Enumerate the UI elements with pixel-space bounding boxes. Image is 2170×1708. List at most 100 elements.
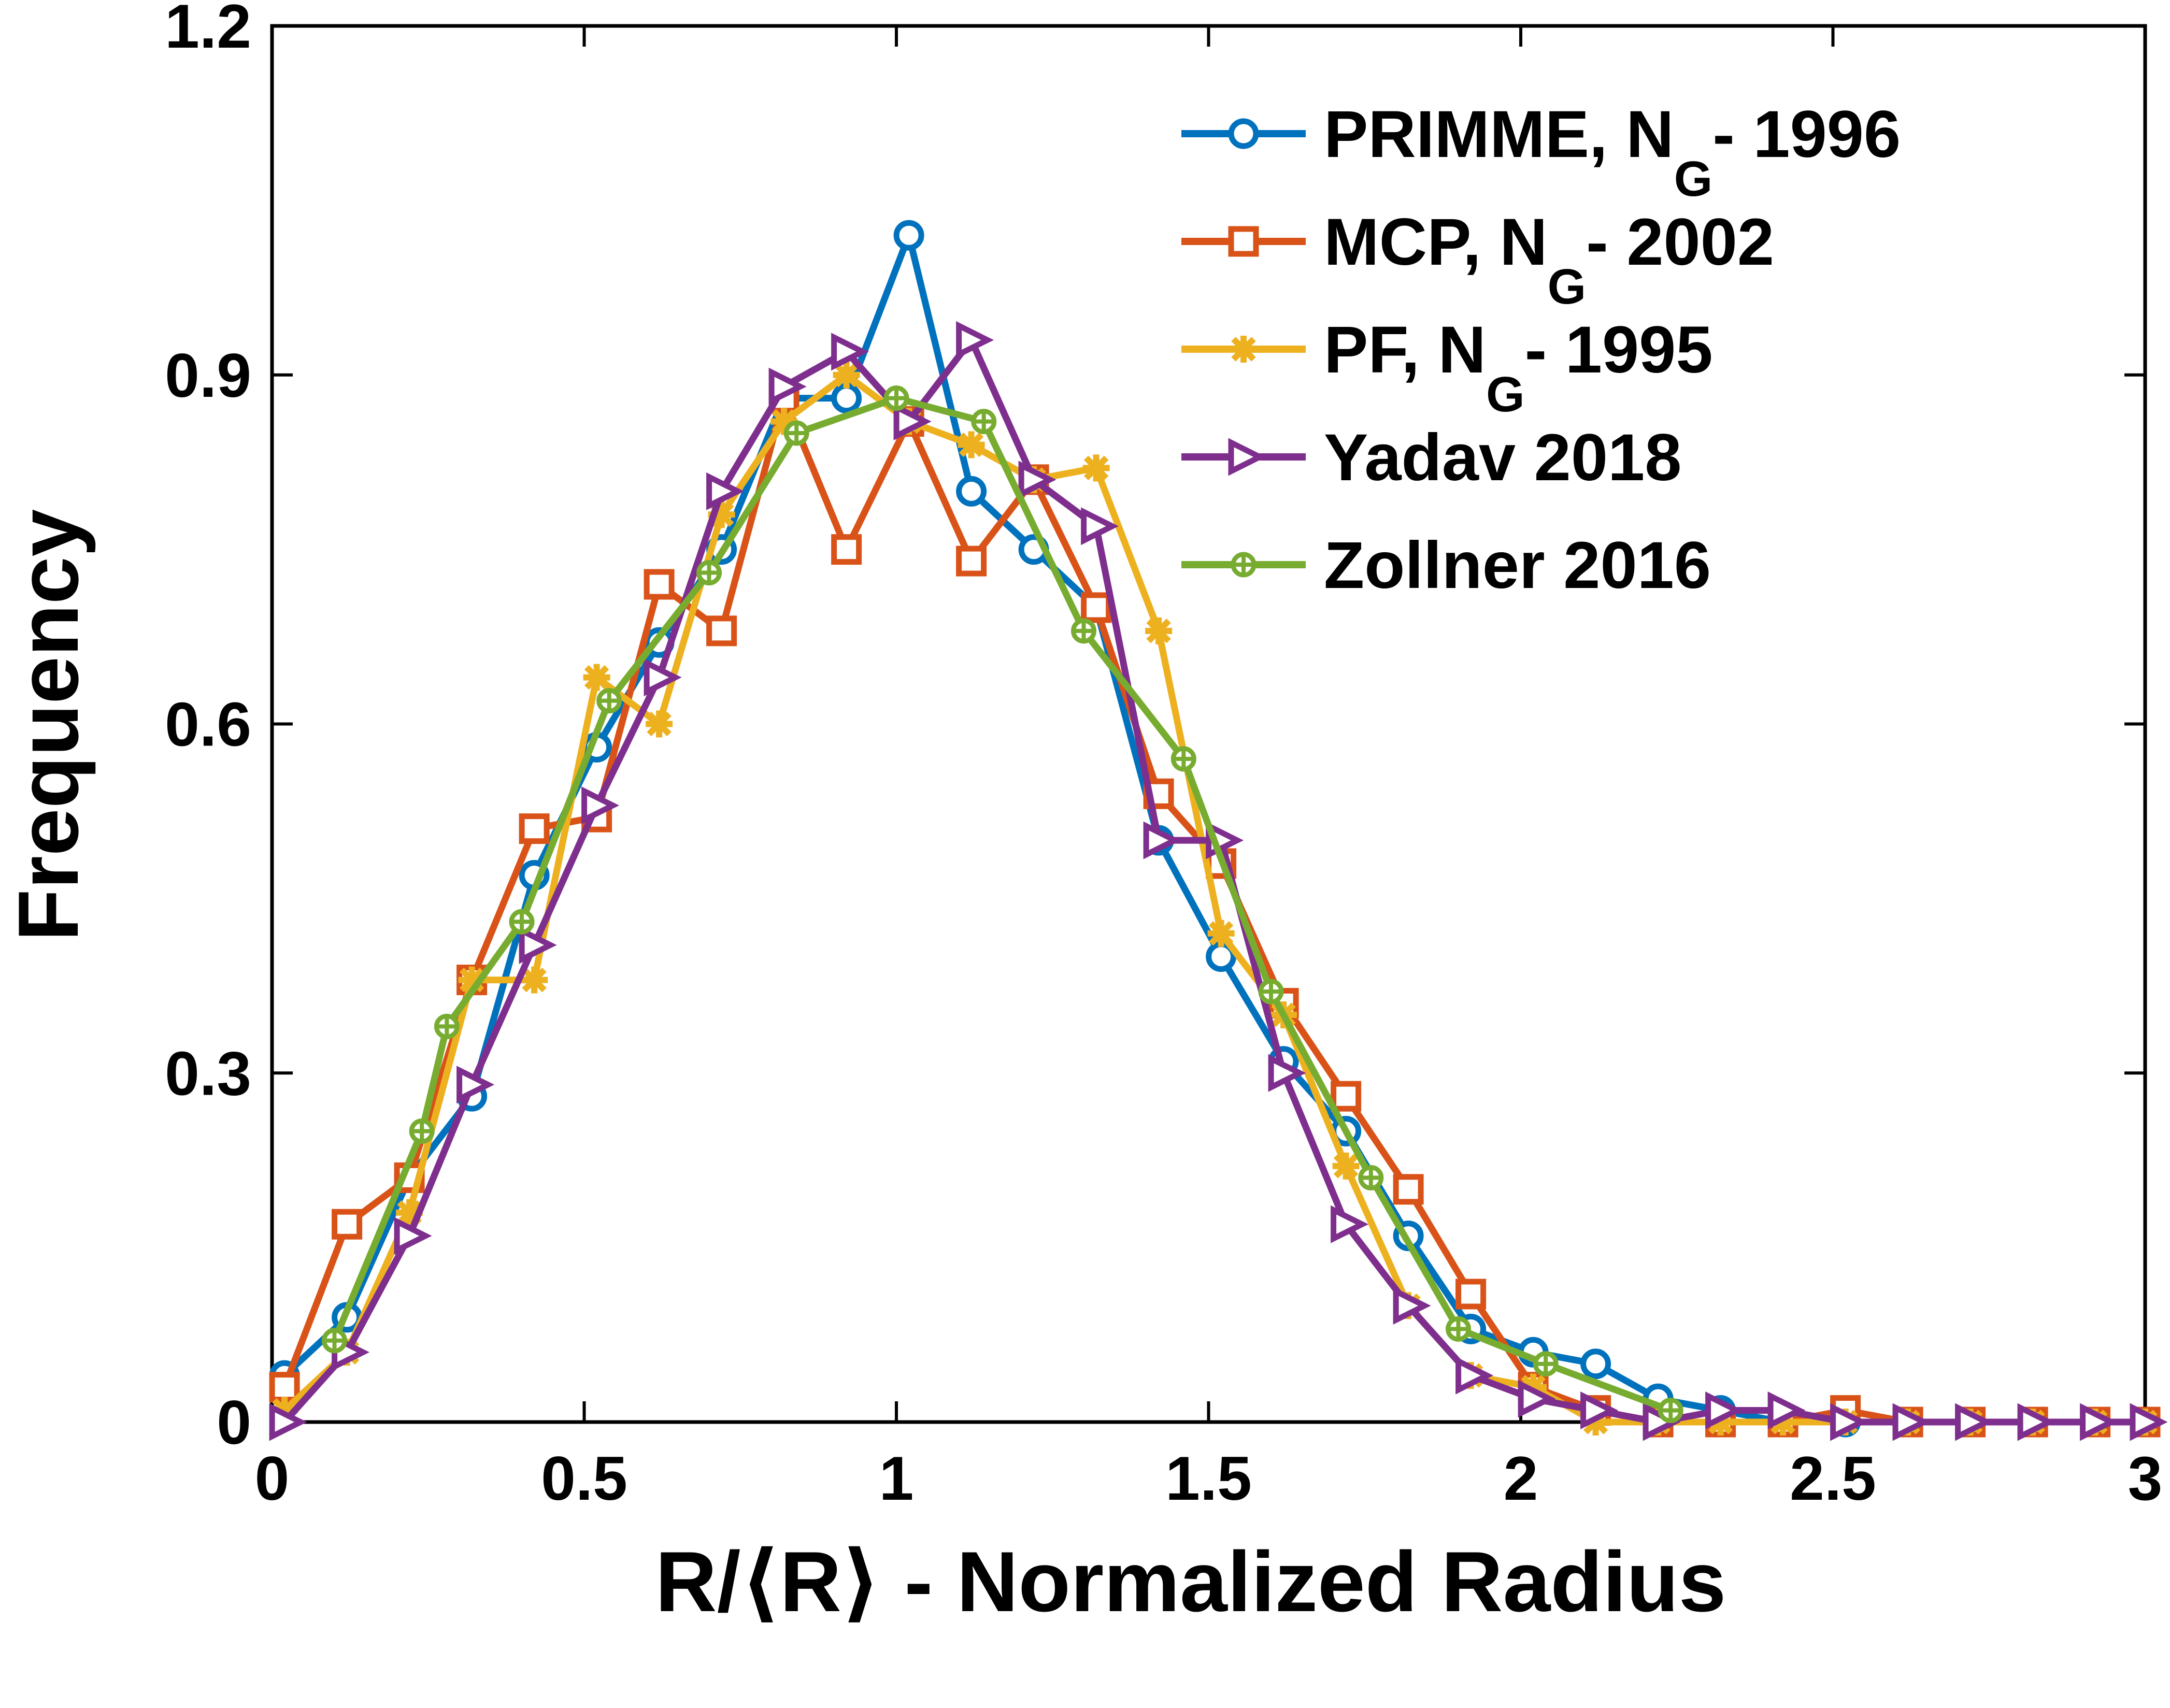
data-point [521, 966, 548, 994]
data-point [706, 472, 745, 510]
data-point [893, 220, 924, 251]
data-point [1518, 1380, 1556, 1418]
legend-label-subscript: G [1674, 151, 1713, 207]
data-point [831, 383, 862, 414]
legend-label-main: MCP, N [1324, 205, 1548, 279]
data-point [831, 534, 862, 565]
data-point [596, 688, 622, 714]
y-tick-label: 0.6 [165, 690, 251, 759]
data-point [332, 1209, 363, 1240]
data-point [394, 1217, 432, 1255]
legend-label-tail: - 1996 [1712, 97, 1901, 171]
data-point [1705, 1391, 1744, 1430]
data-point [696, 560, 722, 586]
y-tick-label: 1.2 [165, 0, 251, 61]
data-point [1258, 979, 1284, 1004]
data-point [509, 909, 535, 935]
legend-swatch-marker [1228, 118, 1259, 149]
x-tick-label: 0.5 [541, 1444, 627, 1513]
data-point [1455, 1356, 1494, 1395]
data-point [1830, 1403, 1868, 1441]
data-point [1143, 821, 1181, 859]
legend-swatch-marker [1228, 226, 1259, 257]
x-tick-label: 2 [1504, 1444, 1538, 1513]
y-tick-label: 0.9 [165, 341, 251, 410]
data-point [1455, 1279, 1487, 1310]
data-point [893, 403, 932, 441]
legend-label: MCP, NG- 2002 [1324, 205, 1774, 314]
y-tick-label: 0 [217, 1388, 251, 1457]
x-axis-title: R/⟨R⟩ - Normalized Radius [655, 1534, 1726, 1629]
series-line [331, 395, 1672, 1414]
series-line [282, 336, 2145, 1426]
data-point [644, 569, 675, 600]
data-point [1580, 1348, 1611, 1380]
data-point [883, 385, 909, 411]
legend-label-subscript: G [1548, 259, 1587, 314]
data-point [581, 786, 620, 825]
data-point [958, 431, 985, 458]
data-point [409, 1118, 435, 1144]
legend-label-main: PRIMME, N [1324, 97, 1674, 171]
legend-entry: PF, NG- 1995 [1181, 313, 1713, 422]
legend-entry: MCP, NG- 2002 [1181, 205, 1774, 314]
data-point [956, 546, 987, 577]
data-point [1955, 1403, 1993, 1441]
legend-label-main: PF, N [1324, 313, 1486, 387]
x-tick-label: 3 [2128, 1444, 2163, 1513]
legend-swatch-marker [1230, 336, 1257, 363]
data-point [1658, 1398, 1683, 1424]
data-point [768, 367, 807, 406]
x-tick-label: 0 [255, 1444, 290, 1513]
legend-label: Zollner 2016 [1324, 528, 1711, 602]
data-point [1446, 1316, 1471, 1342]
y-tick-label: 0.3 [165, 1039, 251, 1108]
x-tick-label: 1.5 [1165, 1444, 1252, 1513]
legend-swatch-marker [1228, 438, 1266, 476]
data-point [1331, 1205, 1369, 1243]
data-point [956, 321, 994, 359]
legend-entry: PRIMME, NG- 1996 [1181, 97, 1901, 207]
data-point [1170, 746, 1196, 772]
data-point [434, 1013, 460, 1039]
data-point [519, 926, 557, 964]
data-point [1533, 1351, 1559, 1377]
x-tick-label: 2.5 [1790, 1444, 1876, 1513]
data-point [322, 1328, 347, 1354]
y-axis-title: Frequency [1, 509, 96, 941]
data-point [1207, 920, 1235, 947]
data-point [1331, 1081, 1362, 1112]
data-point [1018, 461, 1057, 499]
legend-label-tail: - 1995 [1525, 313, 1713, 387]
data-point [783, 420, 809, 446]
series-line [282, 371, 2145, 1426]
data-point [644, 658, 682, 697]
data-point [269, 1403, 307, 1441]
data-point [1081, 507, 1119, 546]
data-point [646, 710, 673, 738]
data-point [706, 615, 737, 647]
legend-label: PRIMME, NG- 1996 [1324, 97, 1901, 207]
legend-label: PF, NG- 1995 [1324, 313, 1713, 422]
data-point [1580, 1391, 1619, 1430]
legend-label-tail: - 2002 [1586, 205, 1774, 279]
data-point [583, 664, 610, 691]
data-point [1081, 592, 1112, 623]
data-point [1393, 1174, 1424, 1205]
data-point [269, 1372, 300, 1403]
legend-entry: Zollner 2016 [1181, 528, 1711, 602]
data-point [1393, 1286, 1431, 1325]
data-point [1071, 618, 1096, 644]
data-point [831, 333, 869, 371]
plot-frame [270, 24, 2147, 1424]
series-group [269, 220, 2168, 1441]
legend-label: Yadav 2018 [1324, 421, 1681, 495]
data-point [519, 813, 550, 844]
data-point [2080, 1403, 2118, 1441]
data-point [1358, 1165, 1384, 1190]
data-point [1082, 454, 1110, 482]
data-point [971, 409, 997, 435]
data-point [1767, 1391, 1806, 1430]
data-point [2130, 1403, 2168, 1441]
